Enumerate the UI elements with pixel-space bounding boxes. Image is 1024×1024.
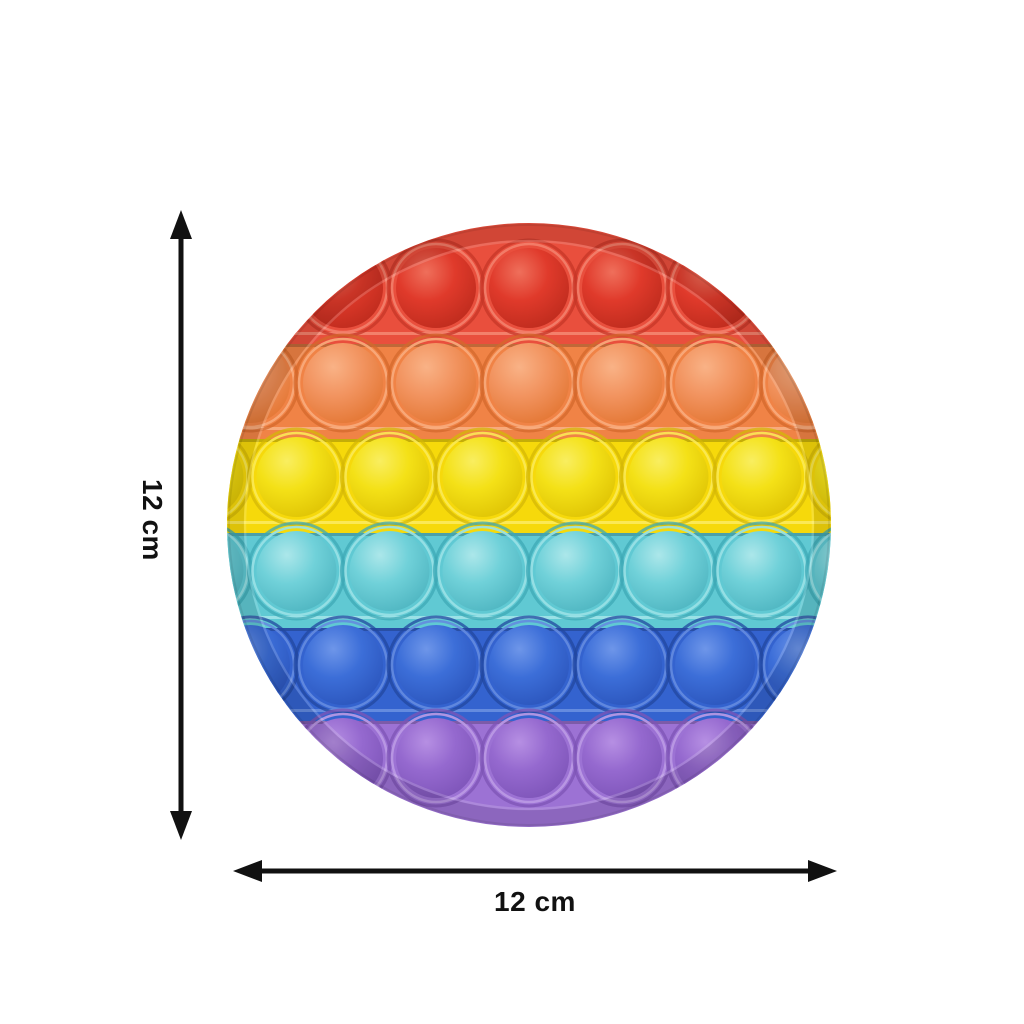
divider-shadow <box>227 533 831 536</box>
popit-bubble-blue <box>386 615 486 715</box>
popit-edge <box>227 223 831 827</box>
horizontal-dimension-label: 12 cm <box>494 886 576 917</box>
vertical-dimension: 12 cm <box>137 210 192 840</box>
popit-bubble-orange <box>293 333 393 433</box>
popit-bubble-blue <box>572 615 672 715</box>
horizontal-dimension: 12 cm <box>233 860 837 917</box>
popit-bubble-cyan <box>805 521 831 621</box>
popit-bubble-purple <box>479 708 579 808</box>
divider-highlight <box>227 521 831 524</box>
popit-rim-highlight <box>243 239 815 811</box>
popit-bubble-cyan <box>619 521 718 621</box>
popit-bubble-blue <box>665 615 765 715</box>
popit-bubble-orange <box>665 333 765 433</box>
popit-bubble-cyan <box>433 521 532 621</box>
popit-bubble-cyan <box>526 521 625 621</box>
popit-bubble-cyan <box>712 521 811 621</box>
arrow-left-icon <box>233 860 262 882</box>
popit-toy <box>227 223 831 827</box>
popit-bubble-orange <box>572 333 672 433</box>
popit-bubble-yellow <box>805 427 831 527</box>
popit-bubble-blue <box>479 615 579 715</box>
divider-highlight <box>227 427 831 430</box>
popit-bubble-cyan <box>247 521 346 621</box>
arrow-down-icon <box>170 811 192 840</box>
divider-shadow <box>227 439 831 442</box>
popit-bubble-blue <box>293 615 393 715</box>
popit-rim <box>228 224 830 826</box>
vertical-dimension-label: 12 cm <box>137 479 168 561</box>
popit-bubble-orange <box>479 333 579 433</box>
popit-bubble-yellow <box>433 427 532 527</box>
popit-bubble-yellow <box>712 427 811 527</box>
popit-bubble-yellow <box>340 427 439 527</box>
arrow-right-icon <box>808 860 837 882</box>
popit-bubble-red <box>479 238 579 338</box>
arrow-up-icon <box>170 210 192 239</box>
popit-bubble-yellow <box>247 427 346 527</box>
popit-bubble-yellow <box>619 427 718 527</box>
popit-bubble-orange <box>386 333 486 433</box>
popit-bubble-yellow <box>526 427 625 527</box>
popit-bubble-cyan <box>340 521 439 621</box>
